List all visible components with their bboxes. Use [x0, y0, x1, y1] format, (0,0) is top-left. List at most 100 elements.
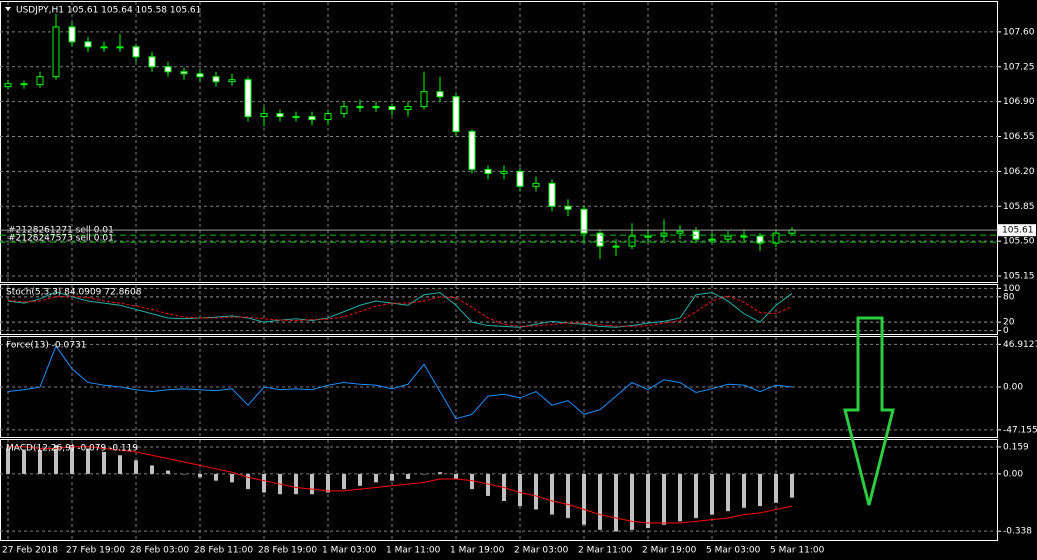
- y-tick-label: 0.00: [1003, 383, 1023, 393]
- histogram-bar: [598, 473, 602, 530]
- time-label: 1 Mar 11:00: [386, 546, 441, 556]
- y-tick-label: 105.85: [1003, 202, 1035, 212]
- histogram-bar: [646, 473, 650, 529]
- candle-body: [772, 232, 780, 244]
- time-label: 2 Mar 03:00: [514, 546, 569, 556]
- collapse-icon[interactable]: [5, 7, 11, 11]
- main-panel: [0, 1, 998, 283]
- candle-body: [628, 235, 636, 247]
- histogram-bar: [518, 473, 522, 507]
- histogram-bar: [86, 448, 90, 474]
- histogram-bar: [614, 473, 618, 532]
- stoch-title: Stoch(5,3,3) 84.0909 72.8608: [6, 288, 142, 298]
- time-label: 27 Feb 19:00: [66, 546, 125, 556]
- candle-body: [452, 96, 460, 133]
- histogram-bar: [38, 450, 42, 474]
- histogram-bar: [726, 473, 730, 512]
- histogram-bar: [454, 473, 458, 479]
- candle-body: [436, 91, 444, 98]
- histogram-bar: [374, 473, 378, 483]
- y-tick-label: 46.9127: [1003, 340, 1037, 350]
- histogram-bar: [22, 450, 26, 474]
- symbol-header: USDJPY,H1 105.61 105.64 105.58 105.61: [16, 6, 201, 16]
- histogram-bar: [790, 473, 794, 498]
- candle-body: [580, 208, 588, 234]
- down-arrow: [843, 316, 895, 506]
- time-label: 28 Feb 03:00: [130, 546, 189, 556]
- histogram-bar: [774, 473, 778, 503]
- candle-body: [548, 182, 556, 207]
- y-tick-label: 20: [1003, 318, 1015, 328]
- histogram-bar: [326, 473, 330, 493]
- candle-body: [244, 79, 252, 118]
- time-label: 27 Feb 2018: [2, 546, 58, 556]
- price-box-label: 105.61: [1002, 226, 1034, 236]
- histogram-bar: [742, 473, 746, 508]
- candle-body: [500, 170, 508, 174]
- time-label: 2 Mar 11:00: [578, 546, 633, 556]
- candle-body: [84, 41, 92, 48]
- candle-body: [68, 26, 76, 43]
- force-title: Force(13) -0.0731: [6, 341, 86, 351]
- plot-layer: #2128261271 sell 0.01#2128247573 sell 0.…: [0, 2, 1001, 540]
- histogram-bar: [134, 460, 138, 474]
- candle-body: [100, 46, 108, 49]
- histogram-bar: [662, 473, 666, 525]
- order-label: #2128247573 sell 0.01: [8, 234, 114, 244]
- macd-panel: [0, 439, 998, 541]
- candle-body: [52, 26, 60, 78]
- histogram-bar: [342, 473, 346, 490]
- histogram-bar: [678, 473, 682, 522]
- candle-body: [116, 46, 124, 49]
- histogram-bar: [358, 473, 362, 486]
- candle-body: [468, 131, 476, 170]
- histogram-bar: [70, 445, 74, 474]
- candle-body: [164, 66, 172, 73]
- candle-body: [420, 91, 428, 108]
- histogram-bar: [534, 473, 538, 510]
- candle-body: [180, 71, 188, 75]
- time-label: 5 Mar 03:00: [706, 546, 761, 556]
- histogram-bar: [470, 473, 474, 490]
- y-tick-label: 106.55: [1003, 132, 1035, 142]
- candle-body: [756, 235, 764, 244]
- time-label: 28 Feb 19:00: [258, 546, 317, 556]
- candle-body: [596, 232, 604, 247]
- y-tick-label: -47.155: [1003, 425, 1037, 435]
- y-tick-label: 107.60: [1003, 27, 1035, 37]
- candle-body: [676, 230, 684, 234]
- candle-body: [212, 76, 220, 83]
- candle-body: [404, 106, 412, 111]
- histogram-bar: [566, 473, 570, 518]
- candle-body: [196, 73, 204, 78]
- histogram-bar: [630, 473, 634, 530]
- histogram-bar: [406, 473, 410, 479]
- candle-body: [708, 238, 716, 241]
- candle-body: [356, 106, 364, 109]
- candle-body: [132, 46, 140, 58]
- candle-body: [4, 83, 12, 88]
- indicator-line: [7, 291, 793, 328]
- candle-body: [740, 235, 748, 238]
- y-tick-label: 0.00: [1003, 469, 1023, 479]
- histogram-bar: [230, 473, 234, 483]
- histogram-bar: [438, 472, 442, 474]
- candle-body: [292, 116, 300, 119]
- indicator-line: [7, 295, 793, 327]
- candle-body: [372, 106, 380, 109]
- histogram-bar: [6, 448, 10, 474]
- histogram-bar: [198, 473, 202, 478]
- y-tick-label: 0: [1003, 326, 1009, 336]
- time-label: 1 Mar 19:00: [450, 546, 505, 556]
- histogram-bar: [246, 473, 250, 490]
- histogram-bar: [150, 465, 154, 474]
- candle-body: [644, 235, 652, 238]
- y-tick-label: 105.15: [1003, 272, 1035, 282]
- candle-body: [516, 170, 524, 187]
- candle-body: [36, 76, 44, 86]
- candle-body: [228, 79, 236, 83]
- histogram-bar: [422, 473, 426, 475]
- indicator-line: [8, 446, 793, 524]
- price-box: [998, 224, 1036, 237]
- histogram-bar: [486, 473, 490, 496]
